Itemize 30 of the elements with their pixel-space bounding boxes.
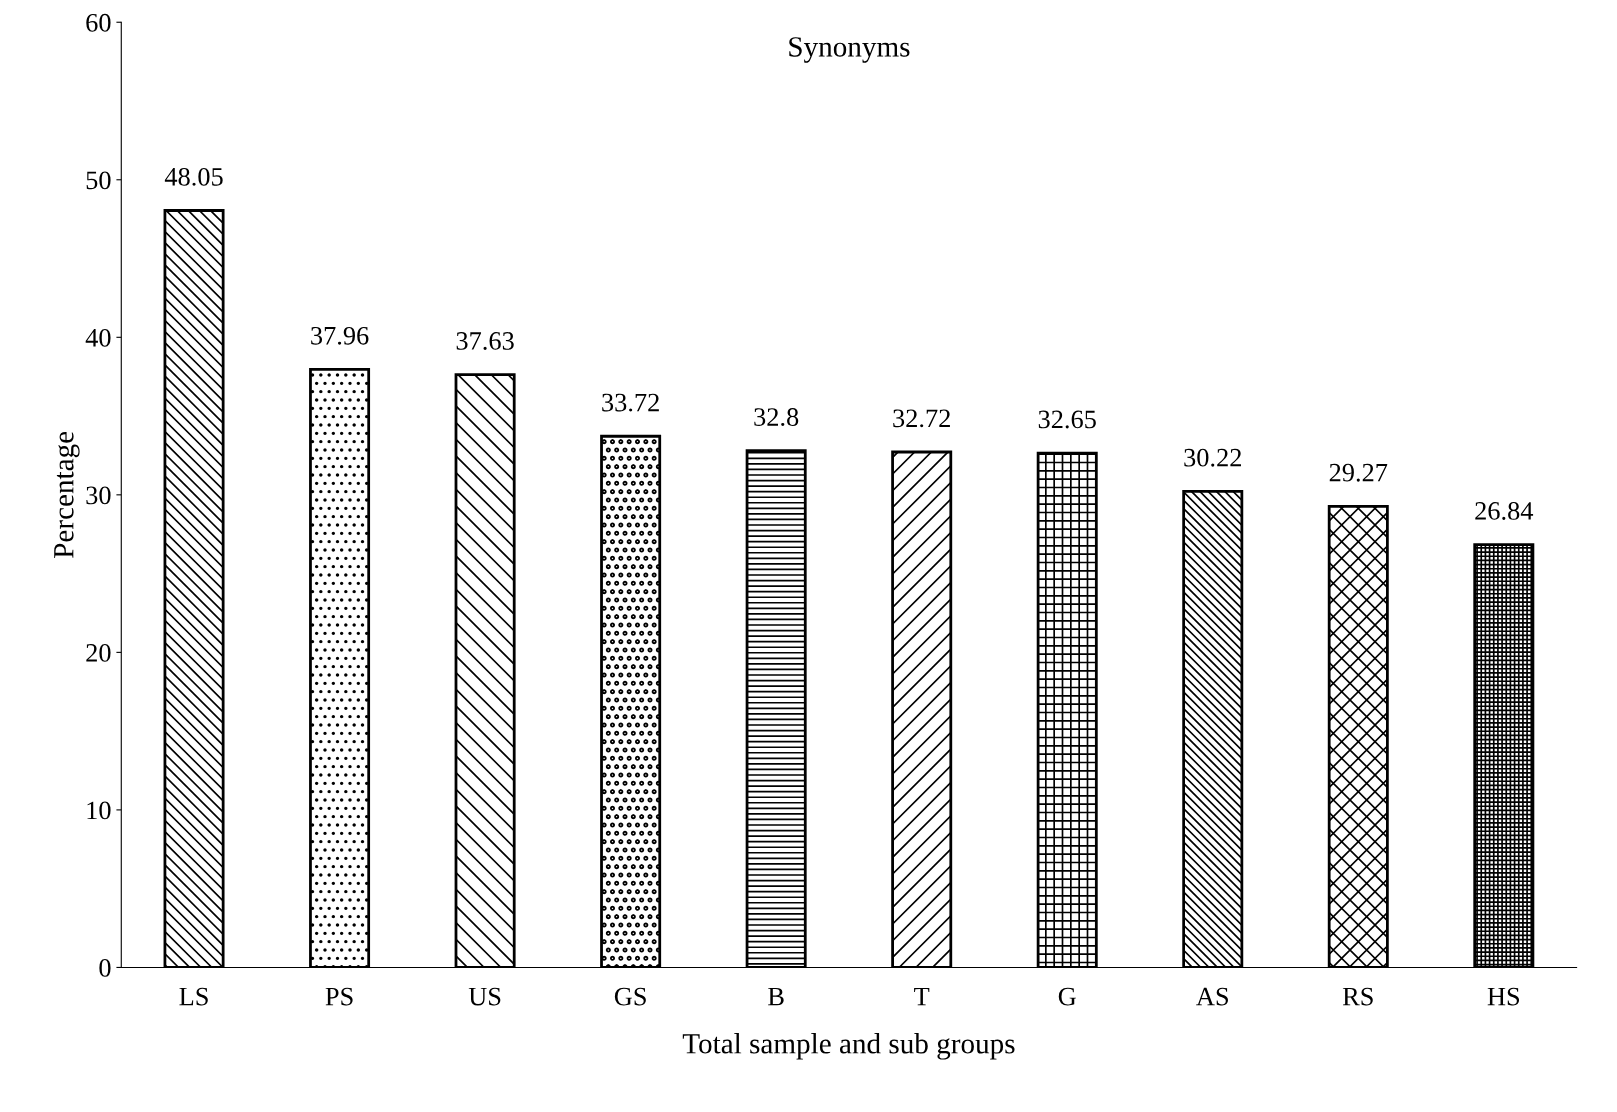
y-axis-title: Percentage: [54, 431, 80, 558]
data-label: 48.05: [164, 167, 223, 186]
data-label: 26.84: [1475, 502, 1534, 520]
x-tick-label: T: [914, 987, 930, 1006]
data-label: 29.27: [1329, 463, 1388, 482]
y-tick-label: 30: [86, 486, 111, 505]
x-tick-label: PS: [325, 987, 353, 1006]
x-axis-title: Total sample and sub groups: [682, 1033, 1015, 1060]
x-tick-label: LS: [179, 987, 208, 1006]
data-label: 32.72: [893, 409, 950, 428]
data-label: 32.8: [754, 408, 799, 427]
data-label: 37.63: [456, 332, 514, 350]
y-tick-label: 40: [85, 328, 111, 347]
y-tick-label: 60: [86, 13, 111, 32]
data-label: 37.96: [311, 326, 369, 345]
x-tick-label: RS: [1342, 987, 1373, 1006]
y-tick-label: 10: [87, 801, 111, 820]
x-tick-label: G: [1058, 987, 1076, 1006]
data-label: 33.72: [602, 393, 659, 412]
x-tick-label: GS: [614, 987, 646, 1006]
data-label: 30.22: [1184, 448, 1241, 467]
data-label: 32.65: [1038, 410, 1096, 429]
x-tick-label: US: [468, 987, 501, 1006]
x-tick-label: B: [768, 987, 784, 1006]
y-tick-label: 20: [86, 643, 111, 662]
x-tick-label: HS: [1487, 987, 1520, 1006]
x-tick-label: AS: [1196, 987, 1228, 1006]
chart-title: Synonyms: [789, 37, 910, 63]
y-tick-label: 0: [99, 959, 111, 977]
y-tick-label: 50: [86, 171, 111, 190]
